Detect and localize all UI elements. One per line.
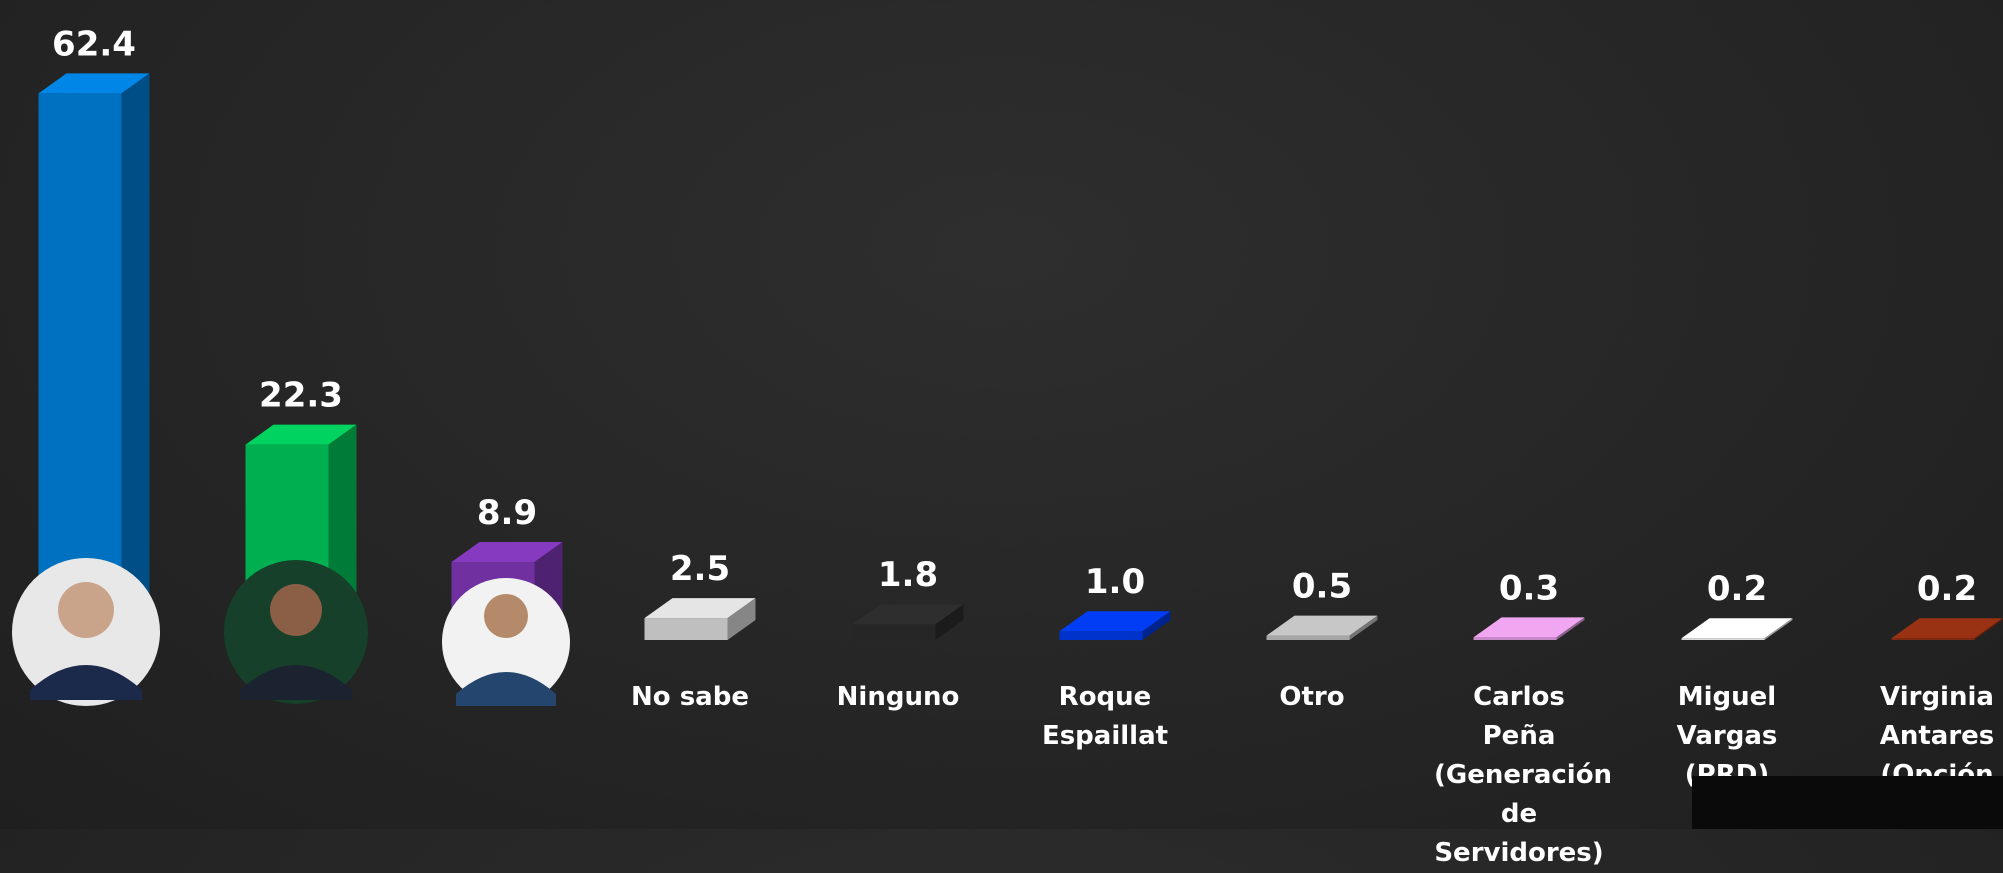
- bar: [1473, 617, 1585, 640]
- category-label: Otro: [1279, 682, 1345, 712]
- bar-side: [1556, 617, 1585, 640]
- value-label: 0.5: [1292, 567, 1352, 607]
- category-label: No sabe: [631, 682, 749, 712]
- value-label: 62.4: [52, 24, 136, 64]
- bar-front: [38, 93, 122, 641]
- bar: [1059, 611, 1171, 640]
- bar: [1266, 615, 1378, 640]
- bar-top: [38, 73, 150, 94]
- page: 62.4 22.3 8.9 2.5 1.8 1.0 0.5 0.3 0.2 0.2 No sabe…: [0, 0, 2003, 829]
- bar-top: [1059, 611, 1171, 632]
- value-label: 22.3: [259, 376, 343, 416]
- bar-front: [451, 562, 535, 640]
- bar-side: [1764, 618, 1793, 640]
- category-label: Carlos Peña (Generación de Servidores): [1434, 682, 1613, 868]
- bar-front: [1266, 635, 1350, 640]
- bar-top: [1891, 618, 2003, 639]
- bar-top: [1266, 615, 1378, 636]
- bar-side: [935, 604, 964, 640]
- bar-front: [245, 444, 329, 640]
- bar-top: [451, 542, 563, 563]
- bar-front: [852, 624, 936, 640]
- bar: [38, 73, 150, 641]
- bar-side: [328, 424, 357, 640]
- value-label: 2.5: [670, 549, 730, 589]
- bar: [1681, 618, 1793, 640]
- bar: [245, 424, 357, 640]
- bar: [852, 604, 964, 640]
- value-label: 8.9: [477, 493, 537, 533]
- category-label: Virginia Antares (Opción: [1879, 682, 1995, 790]
- bar-front: [1059, 631, 1143, 640]
- bar-side: [1349, 615, 1378, 640]
- bar-front: [644, 618, 728, 640]
- bar-top: [852, 604, 964, 625]
- bar-side: [1142, 611, 1171, 640]
- bar-side: [1974, 618, 2003, 640]
- bar-front: [1681, 638, 1765, 640]
- value-label: 0.2: [1917, 569, 1977, 609]
- bar-front: [1473, 637, 1557, 640]
- value-label: 1.0: [1085, 562, 1145, 602]
- value-label: 0.3: [1499, 568, 1559, 608]
- bar-top: [245, 424, 357, 445]
- value-label: 1.8: [878, 555, 938, 595]
- category-label: Miguel Vargas (PRD): [1676, 682, 1778, 790]
- bar: [451, 542, 563, 640]
- bar-top: [644, 598, 756, 619]
- bar-side: [727, 598, 756, 640]
- bar-top: [1681, 618, 1793, 639]
- bar-front: [1891, 638, 1975, 640]
- bar: [1891, 618, 2003, 640]
- value-label: 0.2: [1707, 569, 1767, 609]
- bar-top: [1473, 617, 1585, 638]
- category-label: Roque Espaillat: [1041, 682, 1169, 751]
- category-label: Ninguno: [836, 682, 960, 712]
- bar: [644, 598, 756, 640]
- bar-side: [121, 73, 150, 641]
